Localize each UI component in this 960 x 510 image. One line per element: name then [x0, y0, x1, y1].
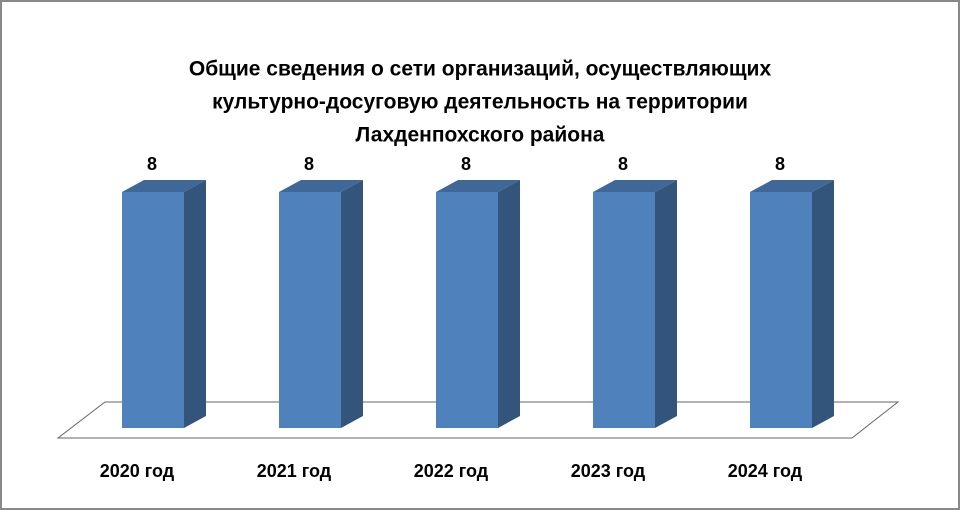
- data-label: 8: [304, 154, 314, 174]
- x-tick-label: 2021 год: [257, 461, 332, 481]
- bar: [750, 180, 834, 428]
- bar-front: [279, 192, 341, 428]
- bar-top: [436, 180, 520, 192]
- x-tick-label: 2022 год: [414, 461, 489, 481]
- data-label: 8: [147, 154, 157, 174]
- bar: [122, 180, 206, 428]
- x-tick-label: 2023 год: [571, 461, 646, 481]
- bar-side: [498, 180, 520, 428]
- bar: [436, 180, 520, 428]
- x-tick-label: 2020 год: [100, 461, 175, 481]
- bar-front: [593, 192, 655, 428]
- bar: [279, 180, 363, 428]
- data-label: 8: [775, 154, 785, 174]
- bar-top: [750, 180, 834, 192]
- bar: [593, 180, 677, 428]
- bar-side: [655, 180, 677, 428]
- chart-title: Общие сведения о сети организаций, осуще…: [189, 58, 772, 81]
- bar-side: [184, 180, 206, 428]
- bar-front: [750, 192, 812, 428]
- bar-front: [436, 192, 498, 428]
- chart-title: Лахденпохского района: [356, 124, 605, 147]
- bar-side: [341, 180, 363, 428]
- bar-top: [122, 180, 206, 192]
- bar-top: [593, 180, 677, 192]
- bar-front: [122, 192, 184, 428]
- bar-side: [812, 180, 834, 428]
- data-label: 8: [461, 154, 471, 174]
- x-tick-label: 2024 год: [728, 461, 803, 481]
- bar-top: [279, 180, 363, 192]
- chart-title: культурно-досуговую деятельность на терр…: [212, 91, 748, 114]
- data-label: 8: [618, 154, 628, 174]
